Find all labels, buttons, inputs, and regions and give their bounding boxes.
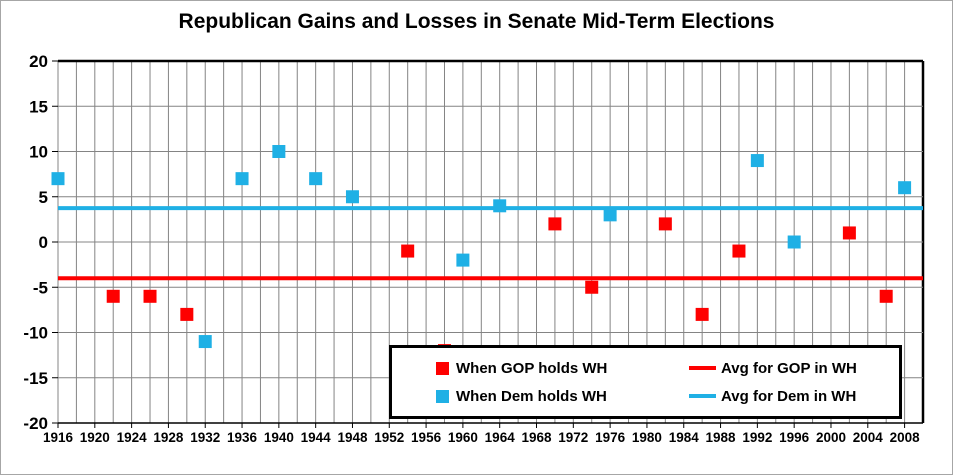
- data-point-gop: [658, 217, 672, 231]
- y-tick-label: 10: [29, 143, 48, 162]
- x-tick-label: 1992: [742, 430, 772, 445]
- x-tick-label: 1924: [117, 430, 148, 445]
- x-tick-label: 1920: [80, 430, 110, 445]
- chart-title: Republican Gains and Losses in Senate Mi…: [178, 10, 775, 33]
- x-tick-label: 1976: [595, 430, 626, 445]
- y-tick-label: -20: [23, 414, 48, 433]
- y-tick-label: -10: [23, 324, 48, 343]
- x-tick-label: 1980: [632, 430, 662, 445]
- x-tick-label: 1960: [448, 430, 478, 445]
- x-tick-label: 1916: [43, 430, 74, 445]
- x-tick-label: 1952: [374, 430, 404, 445]
- data-point-dem: [198, 335, 212, 349]
- legend-label-dem-points: When Dem holds WH: [456, 387, 607, 405]
- x-tick-label: 2008: [890, 430, 921, 445]
- data-point-gop: [401, 244, 415, 258]
- data-point-dem: [51, 172, 65, 186]
- x-tick-label: 1956: [411, 430, 442, 445]
- data-point-gop: [732, 244, 746, 258]
- data-point-dem: [309, 172, 323, 186]
- y-tick-label: 0: [39, 233, 48, 252]
- legend-label-gop-points: When GOP holds WH: [456, 359, 608, 377]
- x-tick-label: 1928: [153, 430, 184, 445]
- x-tick-label: 1948: [337, 430, 368, 445]
- legend-item-gop-points: When GOP holds WH: [436, 360, 689, 377]
- legend-item-dem-avg: Avg for Dem in WH: [689, 388, 899, 405]
- data-point-gop: [180, 307, 194, 321]
- y-tick-label: 15: [29, 97, 48, 116]
- y-tick-label: -15: [23, 369, 48, 388]
- data-point-dem: [898, 181, 912, 195]
- data-point-dem: [456, 253, 470, 267]
- data-point-dem: [235, 172, 249, 186]
- x-tick-label: 1988: [706, 430, 737, 445]
- x-tick-label: 1968: [521, 430, 552, 445]
- x-tick-label: 1944: [301, 430, 332, 445]
- y-tick-label: 5: [39, 188, 48, 207]
- x-tick-label: 1984: [669, 430, 700, 445]
- x-tick-label: 1964: [485, 430, 516, 445]
- data-point-gop: [695, 307, 709, 321]
- data-point-dem: [493, 199, 507, 213]
- data-point-dem: [603, 208, 617, 222]
- dem-square-marker-icon: [436, 389, 449, 403]
- data-point-gop: [842, 226, 856, 240]
- legend-item-gop-avg: Avg for GOP in WH: [689, 360, 899, 377]
- data-point-gop: [879, 289, 893, 303]
- data-point-gop: [585, 280, 599, 294]
- x-tick-label: 1940: [264, 430, 294, 445]
- legend-label-dem-avg: Avg for Dem in WH: [721, 387, 857, 405]
- legend-item-dem-points: When Dem holds WH: [436, 388, 689, 405]
- data-point-gop: [143, 289, 157, 303]
- data-point-dem: [750, 154, 764, 168]
- x-tick-label: 1932: [190, 430, 220, 445]
- legend: When GOP holds WH Avg for GOP in WH When…: [389, 345, 902, 419]
- data-point-dem: [345, 190, 359, 204]
- y-tick-label: 20: [29, 52, 48, 71]
- x-tick-label: 2004: [853, 430, 884, 445]
- dem-line-marker-icon: [689, 394, 716, 398]
- data-point-dem: [272, 145, 286, 158]
- data-point-gop: [106, 289, 120, 303]
- y-tick-label: -5: [33, 278, 48, 297]
- legend-label-gop-avg: Avg for GOP in WH: [721, 359, 857, 377]
- x-tick-label: 1972: [558, 430, 588, 445]
- data-point-dem: [787, 235, 801, 249]
- x-tick-label: 1996: [779, 430, 810, 445]
- gop-square-marker-icon: [436, 361, 449, 375]
- gop-line-marker-icon: [689, 366, 716, 370]
- x-tick-label: 1936: [227, 430, 258, 445]
- data-point-gop: [548, 217, 562, 231]
- x-tick-label: 2000: [816, 430, 846, 445]
